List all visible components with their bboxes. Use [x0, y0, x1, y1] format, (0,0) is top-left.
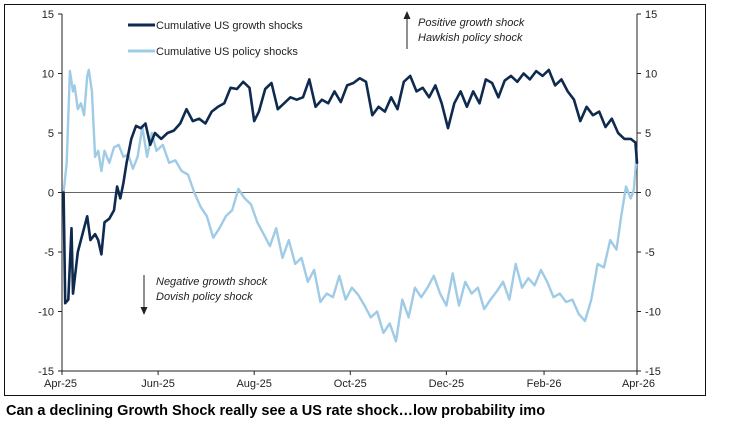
arrow-up-icon — [403, 11, 411, 19]
y-tick-label-right: 0 — [645, 188, 651, 200]
chart-frame: -15 -15 -10 -10 -5 -5 0 0 5 5 10 10 15 15 Apr-25 Jun-25… — [4, 4, 706, 396]
y-tick-label-left: 15 — [42, 9, 54, 21]
annotation-negative: Negative growth shock — [156, 276, 268, 288]
x-tick-label: Jun-25 — [141, 378, 175, 390]
annotation-positive: Positive growth shock — [418, 17, 525, 29]
y-tick-label-left: 5 — [48, 128, 54, 140]
y-tick-label-left: 0 — [48, 188, 54, 200]
y-tick-label-left: 10 — [42, 69, 54, 81]
x-tick-label: Dec-25 — [429, 378, 464, 390]
legend-label: Cumulative US growth shocks — [156, 20, 303, 32]
chart-canvas: -15 -15 -10 -10 -5 -5 0 0 5 5 10 10 15 15 Apr-25 Jun-25… — [38, 9, 661, 390]
arrow-down-icon — [140, 307, 148, 315]
x-tick-label: Feb-26 — [527, 378, 562, 390]
y-tick-label-left: -5 — [44, 247, 54, 259]
annotation-negative: Dovish policy shock — [156, 291, 253, 303]
x-tick-label: Oct-25 — [334, 378, 367, 390]
x-tick-label: Apr-26 — [622, 378, 655, 390]
annotation-positive: Hawkish policy shock — [418, 32, 523, 44]
chart-caption: Can a declining Growth Shock really see … — [6, 403, 546, 419]
x-tick-label: Apr-25 — [44, 378, 77, 390]
x-tick-label: Aug-25 — [236, 378, 271, 390]
y-tick-label-left: -10 — [38, 307, 54, 319]
series-line-growth — [62, 68, 639, 305]
y-tick-label-right: 5 — [645, 128, 651, 140]
y-tick-label-right: -15 — [645, 366, 661, 378]
y-tick-label-left: -15 — [38, 366, 54, 378]
y-tick-label-right: -5 — [645, 247, 655, 259]
y-tick-label-right: 15 — [645, 9, 657, 21]
legend-label: Cumulative US policy shocks — [156, 46, 298, 58]
y-tick-label-right: -10 — [645, 307, 661, 319]
series-line-policy — [62, 68, 639, 343]
y-tick-label-right: 10 — [645, 69, 657, 81]
